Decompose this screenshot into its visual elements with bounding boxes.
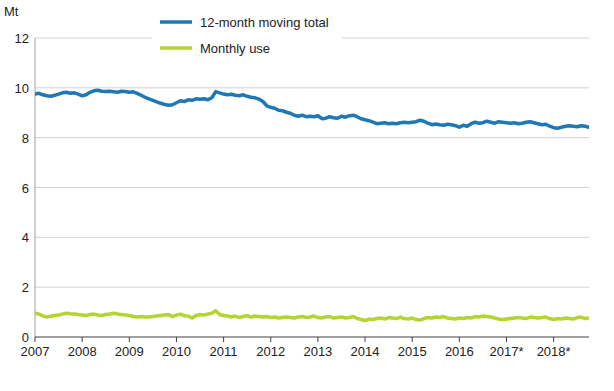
grid-line: [35, 237, 589, 238]
series-line: [35, 311, 589, 321]
legend-swatch: [160, 20, 192, 24]
x-tick: [270, 337, 271, 342]
y-tick-label: 12: [15, 31, 29, 46]
x-tick-label: 2008: [68, 344, 97, 359]
x-tick-label: 2014: [351, 344, 380, 359]
y-tick-label: 2: [22, 280, 29, 295]
x-tick: [129, 337, 130, 342]
x-tick-label: 2017*: [489, 344, 523, 359]
grid-line: [35, 187, 589, 188]
x-tick-label: 2015: [398, 344, 427, 359]
x-tick-label: 2012: [256, 344, 285, 359]
y-tick-label: 0: [22, 330, 29, 345]
x-tick: [223, 337, 224, 342]
plot-area: [35, 90, 589, 320]
y-tick-label: 4: [22, 230, 29, 245]
x-tick-label: 2007: [21, 344, 50, 359]
grid-line: [35, 287, 589, 288]
x-tick-label: 2009: [115, 344, 144, 359]
x-tick: [176, 337, 177, 342]
grid-line: [35, 87, 589, 88]
x-tick-label: 2013: [303, 344, 332, 359]
x-tick-label: 2018*: [537, 344, 571, 359]
y-axis-label: Mt: [4, 4, 19, 19]
x-tick: [553, 337, 554, 342]
series-line: [35, 90, 589, 128]
x-tick-label: 2016: [445, 344, 474, 359]
y-tick-label: 8: [22, 131, 29, 146]
x-tick: [82, 337, 83, 342]
legend-label: 12-month moving total: [200, 15, 329, 30]
y-axis: [35, 38, 36, 337]
y-tick-label: 6: [22, 181, 29, 196]
x-tick-label: 2011: [210, 344, 238, 359]
legend: 12-month moving total Monthly use: [152, 8, 342, 62]
x-tick: [35, 337, 36, 342]
x-tick: [365, 337, 366, 342]
x-tick: [412, 337, 413, 342]
x-axis: [35, 337, 589, 338]
y-tick-label: 10: [15, 81, 29, 96]
x-tick: [317, 337, 318, 342]
x-tick: [506, 337, 507, 342]
grid-line: [35, 137, 589, 138]
x-tick: [459, 337, 460, 342]
x-tick-label: 2010: [162, 344, 191, 359]
legend-swatch: [160, 46, 192, 50]
legend-label: Monthly use: [200, 41, 270, 56]
legend-bg: [152, 8, 342, 62]
chart: 0 2 4 6 8 10 12 Mt 2007 2008 2009 2010 2011 2012 2013 2…: [0, 0, 614, 391]
